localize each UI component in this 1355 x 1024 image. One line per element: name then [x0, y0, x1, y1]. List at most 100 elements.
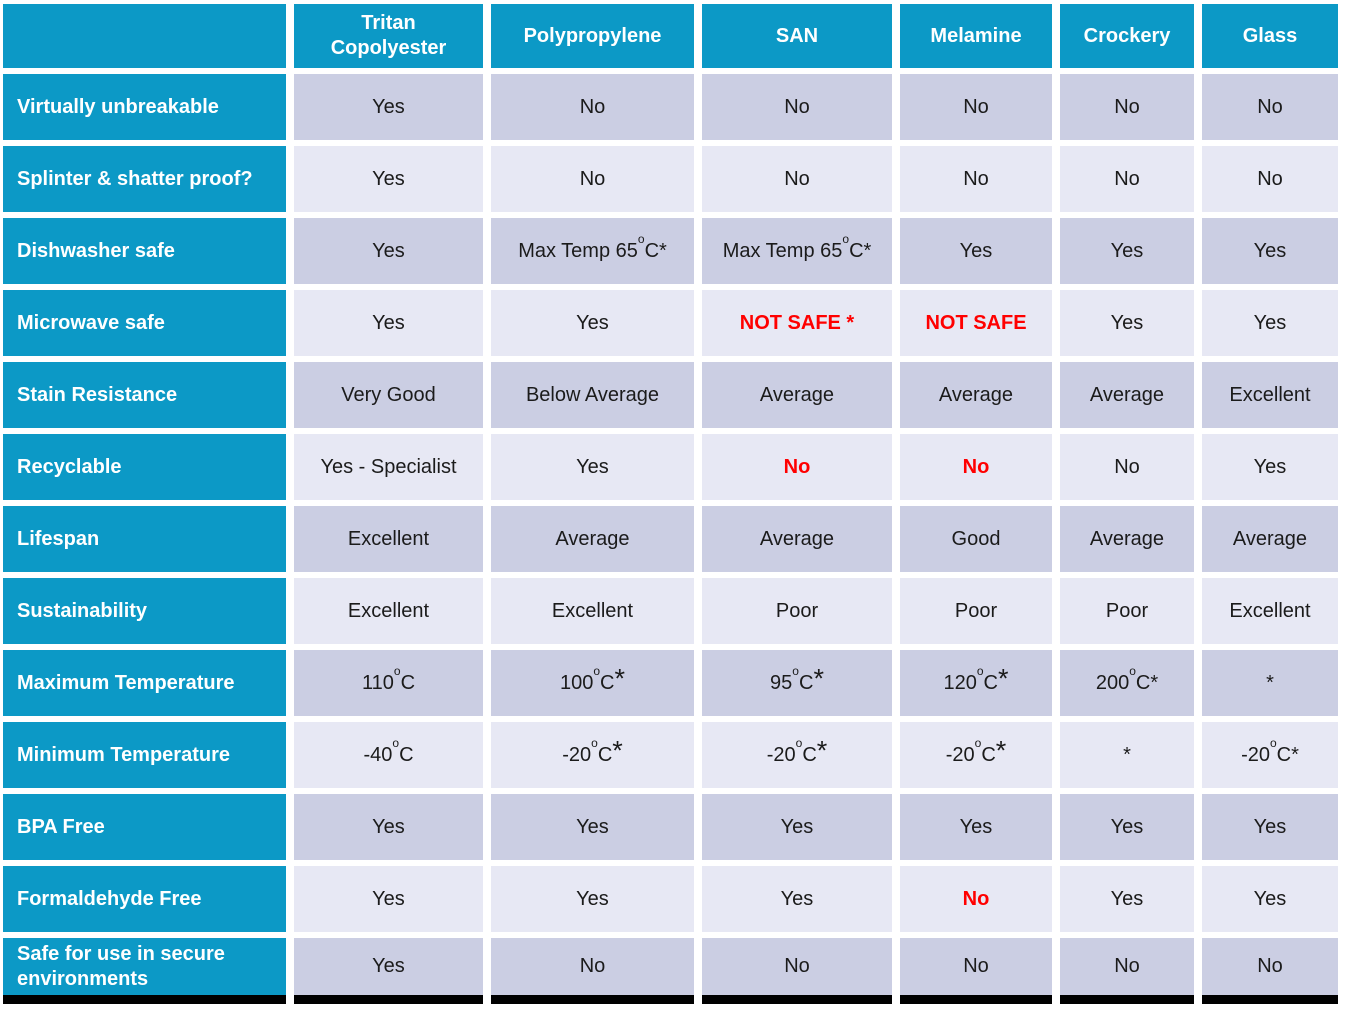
cell-lifespan-polypropylene: Average	[491, 506, 694, 572]
column-header-melamine: Melamine	[900, 4, 1052, 68]
table-header: Tritan Copolyester Polypropylene SAN Melami…	[3, 4, 1338, 68]
row-label-virtually-unbreakable: Virtually unbreakable	[3, 74, 286, 140]
cell-recyclable-glass: Yes	[1202, 434, 1338, 500]
cell-safe-for-use-in-secure-environments-tritan-copolyester: Yes	[294, 938, 483, 1004]
cell-stain-resistance-polypropylene: Below Average	[491, 362, 694, 428]
table-row-maximum-temperature: Maximum Temperature 110oC 100oC* 95oC* 120oC…	[3, 650, 1338, 716]
cell-sustainability-glass: Excellent	[1202, 578, 1338, 644]
cell-microwave-safe-crockery: Yes	[1060, 290, 1194, 356]
cell-bpa-free-san: Yes	[702, 794, 892, 860]
row-label-maximum-temperature: Maximum Temperature	[3, 650, 286, 716]
cell-microwave-safe-glass: Yes	[1202, 290, 1338, 356]
cell-splinter-shatter-proof-polypropylene: No	[491, 146, 694, 212]
cell-stain-resistance-tritan-copolyester: Very Good	[294, 362, 483, 428]
cell-safe-for-use-in-secure-environments-glass: No	[1202, 938, 1338, 1004]
cell-lifespan-tritan-copolyester: Excellent	[294, 506, 483, 572]
cell-maximum-temperature-san: 95oC*	[702, 650, 892, 716]
cell-formaldehyde-free-san: Yes	[702, 866, 892, 932]
cell-safe-for-use-in-secure-environments-crockery: No	[1060, 938, 1194, 1004]
column-header-crockery: Crockery	[1060, 4, 1194, 68]
cell-microwave-safe-melamine: NOT SAFE	[900, 290, 1052, 356]
column-header-tritan-copolyester: Tritan Copolyester	[294, 4, 483, 68]
table-row-recyclable: Recyclable Yes - Specialist Yes No No No Yes	[3, 434, 1338, 500]
header-row: Tritan Copolyester Polypropylene SAN Melami…	[3, 4, 1338, 68]
table-row-stain-resistance: Stain Resistance Very Good Below Average Av…	[3, 362, 1338, 428]
material-comparison-table: Tritan Copolyester Polypropylene SAN Melami…	[3, 4, 1338, 1004]
cell-bpa-free-glass: Yes	[1202, 794, 1338, 860]
cell-recyclable-san: No	[702, 434, 892, 500]
table-row-safe-for-use-in-secure-environments: Safe for use in secure environments Yes No…	[3, 938, 1338, 1004]
cell-dishwasher-safe-crockery: Yes	[1060, 218, 1194, 284]
cell-splinter-shatter-proof-melamine: No	[900, 146, 1052, 212]
row-label-recyclable: Recyclable	[3, 434, 286, 500]
cell-safe-for-use-in-secure-environments-melamine: No	[900, 938, 1052, 1004]
cell-lifespan-san: Average	[702, 506, 892, 572]
cell-stain-resistance-crockery: Average	[1060, 362, 1194, 428]
table-row-microwave-safe: Microwave safe Yes Yes NOT SAFE * NOT SAFE Ye…	[3, 290, 1338, 356]
cell-bpa-free-tritan-copolyester: Yes	[294, 794, 483, 860]
cell-splinter-shatter-proof-tritan-copolyester: Yes	[294, 146, 483, 212]
cell-virtually-unbreakable-melamine: No	[900, 74, 1052, 140]
row-label-formaldehyde-free: Formaldehyde Free	[3, 866, 286, 932]
cell-recyclable-polypropylene: Yes	[491, 434, 694, 500]
cell-maximum-temperature-polypropylene: 100oC*	[491, 650, 694, 716]
table-row-dishwasher-safe: Dishwasher safe Yes Max Temp 65oC* Max Temp…	[3, 218, 1338, 284]
cell-sustainability-melamine: Poor	[900, 578, 1052, 644]
cell-safe-for-use-in-secure-environments-san: No	[702, 938, 892, 1004]
table-row-virtually-unbreakable: Virtually unbreakable Yes No No No No No	[3, 74, 1338, 140]
cell-virtually-unbreakable-crockery: No	[1060, 74, 1194, 140]
cell-stain-resistance-san: Average	[702, 362, 892, 428]
cell-dishwasher-safe-glass: Yes	[1202, 218, 1338, 284]
row-label-lifespan: Lifespan	[3, 506, 286, 572]
cell-sustainability-san: Poor	[702, 578, 892, 644]
cell-microwave-safe-polypropylene: Yes	[491, 290, 694, 356]
cell-maximum-temperature-melamine: 120oC*	[900, 650, 1052, 716]
cell-lifespan-crockery: Average	[1060, 506, 1194, 572]
cell-lifespan-glass: Average	[1202, 506, 1338, 572]
cell-recyclable-melamine: No	[900, 434, 1052, 500]
cell-sustainability-crockery: Poor	[1060, 578, 1194, 644]
table-row-splinter-shatter-proof: Splinter & shatter proof? Yes No No No No No	[3, 146, 1338, 212]
table-row-formaldehyde-free: Formaldehyde Free Yes Yes Yes No Yes Yes	[3, 866, 1338, 932]
cell-minimum-temperature-san: -20oC*	[702, 722, 892, 788]
cell-formaldehyde-free-glass: Yes	[1202, 866, 1338, 932]
cell-minimum-temperature-tritan-copolyester: -40oC	[294, 722, 483, 788]
column-header-polypropylene: Polypropylene	[491, 4, 694, 68]
cell-microwave-safe-tritan-copolyester: Yes	[294, 290, 483, 356]
cell-dishwasher-safe-melamine: Yes	[900, 218, 1052, 284]
cell-safe-for-use-in-secure-environments-polypropylene: No	[491, 938, 694, 1004]
cell-dishwasher-safe-san: Max Temp 65oC*	[702, 218, 892, 284]
row-label-dishwasher-safe: Dishwasher safe	[3, 218, 286, 284]
cell-splinter-shatter-proof-glass: No	[1202, 146, 1338, 212]
cell-bpa-free-melamine: Yes	[900, 794, 1052, 860]
column-header-glass: Glass	[1202, 4, 1338, 68]
corner-cell	[3, 4, 286, 68]
cell-minimum-temperature-melamine: -20oC*	[900, 722, 1052, 788]
cell-formaldehyde-free-melamine: No	[900, 866, 1052, 932]
row-label-minimum-temperature: Minimum Temperature	[3, 722, 286, 788]
cell-minimum-temperature-glass: -20oC*	[1202, 722, 1338, 788]
cell-minimum-temperature-polypropylene: -20oC*	[491, 722, 694, 788]
cell-dishwasher-safe-tritan-copolyester: Yes	[294, 218, 483, 284]
cell-formaldehyde-free-polypropylene: Yes	[491, 866, 694, 932]
table-row-lifespan: Lifespan Excellent Average Average Good Avera…	[3, 506, 1338, 572]
cell-virtually-unbreakable-san: No	[702, 74, 892, 140]
cell-minimum-temperature-crockery: *	[1060, 722, 1194, 788]
row-label-microwave-safe: Microwave safe	[3, 290, 286, 356]
cell-recyclable-tritan-copolyester: Yes - Specialist	[294, 434, 483, 500]
cell-stain-resistance-glass: Excellent	[1202, 362, 1338, 428]
cell-maximum-temperature-crockery: 200oC*	[1060, 650, 1194, 716]
cell-lifespan-melamine: Good	[900, 506, 1052, 572]
cell-virtually-unbreakable-glass: No	[1202, 74, 1338, 140]
table-row-sustainability: Sustainability Excellent Excellent Poor Poor…	[3, 578, 1338, 644]
row-label-stain-resistance: Stain Resistance	[3, 362, 286, 428]
table-row-bpa-free: BPA Free Yes Yes Yes Yes Yes Yes	[3, 794, 1338, 860]
column-header-san: SAN	[702, 4, 892, 68]
row-label-sustainability: Sustainability	[3, 578, 286, 644]
cell-bpa-free-polypropylene: Yes	[491, 794, 694, 860]
cell-virtually-unbreakable-tritan-copolyester: Yes	[294, 74, 483, 140]
table-row-minimum-temperature: Minimum Temperature -40oC -20oC* -20oC* -20o…	[3, 722, 1338, 788]
table-body: Virtually unbreakable Yes No No No No No Splint…	[3, 74, 1338, 1004]
cell-microwave-safe-san: NOT SAFE *	[702, 290, 892, 356]
